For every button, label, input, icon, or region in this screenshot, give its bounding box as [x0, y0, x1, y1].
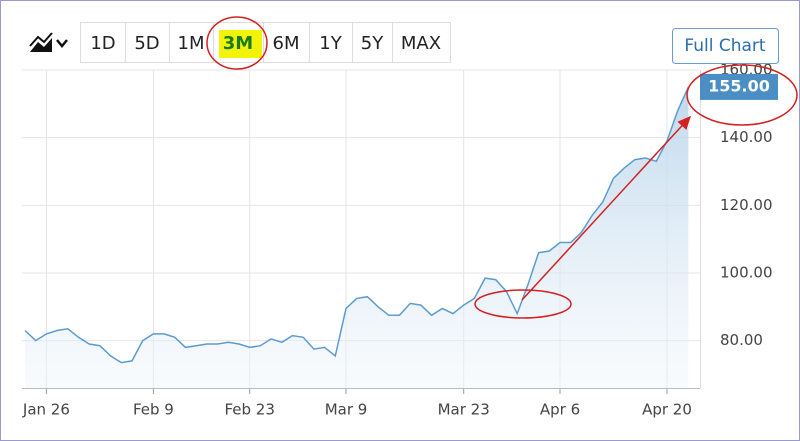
x-tick-label: Feb 9	[133, 401, 174, 419]
range-button[interactable]: 5D	[134, 33, 159, 54]
x-tick-label: Apr 6	[540, 401, 580, 419]
selected-highlight	[219, 30, 262, 58]
y-tick-label: 100.00	[720, 263, 773, 281]
annotation-circle	[686, 64, 798, 126]
x-tick-label: Feb 23	[224, 401, 274, 419]
x-tick-label: Apr 20	[642, 401, 692, 419]
y-tick-label: 120.00	[720, 196, 773, 214]
annotation-arrow	[521, 115, 692, 301]
y-tick-label: 140.00	[720, 128, 773, 146]
price-line	[24, 86, 690, 364]
x-tick-label: Mar 9	[325, 401, 368, 419]
range-button[interactable]: 1Y	[319, 33, 342, 54]
full-chart-label[interactable]: Full Chart	[684, 36, 766, 56]
range-button[interactable]: 1M	[178, 33, 205, 54]
y-tick-label: 80.00	[720, 331, 763, 349]
annotation-circle	[474, 289, 572, 319]
annotation-circle	[206, 16, 268, 70]
chart-type-icon[interactable]	[29, 32, 68, 52]
x-tick-label: Jan 26	[22, 401, 70, 419]
range-button[interactable]: 6M	[273, 33, 300, 54]
area	[25, 86, 689, 389]
range-button[interactable]: 5Y	[361, 33, 384, 54]
last-price-tag	[700, 73, 778, 100]
x-tick-label: Mar 23	[438, 401, 490, 419]
range-button[interactable]: 1D	[90, 33, 115, 54]
range-button[interactable]: MAX	[401, 33, 441, 54]
last-price-label: 155.00	[708, 76, 770, 95]
range-bar	[80, 22, 451, 63]
range-button[interactable]: 3M	[223, 33, 253, 54]
full-chart-button[interactable]	[672, 28, 779, 64]
